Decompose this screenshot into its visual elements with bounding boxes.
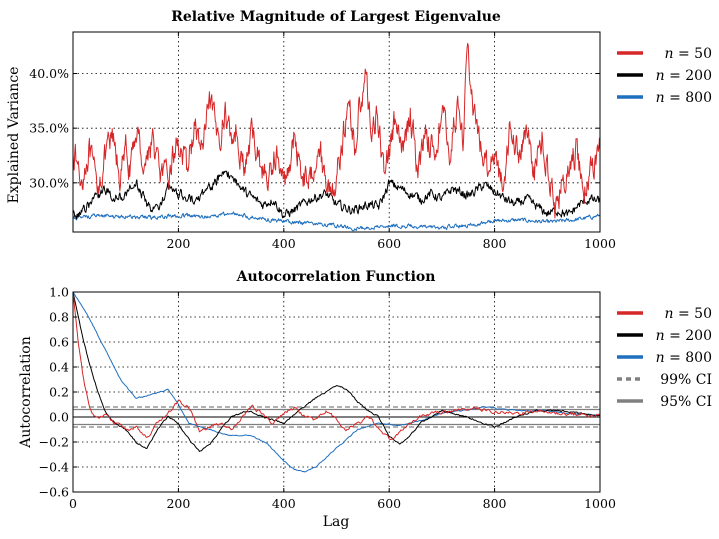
legend-label: 99% CI bbox=[660, 372, 712, 388]
series-line-3 bbox=[72, 291, 601, 473]
x-tick-label: 800 bbox=[483, 236, 507, 251]
chart-2-ylabel: Autocorrelation bbox=[18, 336, 34, 449]
y-tick-label: 40.0% bbox=[29, 66, 69, 81]
x-tick-label: 800 bbox=[483, 496, 507, 511]
chart-2-ticks: 0 200 400 600 800 1000 −0.6 −0.4 −0.2 0.0 0.2 0.4 0.… bbox=[39, 285, 616, 512]
legend-n: n bbox=[656, 90, 665, 106]
legend-label: n = 50 bbox=[665, 46, 712, 62]
x-tick-label: 0 bbox=[69, 496, 77, 511]
chart-2-plot-area bbox=[72, 291, 601, 493]
x-tick-label: 1000 bbox=[584, 496, 616, 511]
chart-1-ticks: 200 400 600 800 1000 30.0% 35.0% 40.0% bbox=[29, 32, 616, 251]
y-tick-label: 0.0 bbox=[49, 410, 69, 425]
y-tick-label: 30.0% bbox=[29, 175, 69, 190]
legend-label: n = 200 bbox=[656, 328, 712, 344]
x-tick-label: 600 bbox=[377, 236, 401, 251]
series-line-3 bbox=[72, 211, 601, 232]
chart-1-plot-area bbox=[72, 31, 601, 233]
series-line-2 bbox=[72, 170, 601, 220]
x-tick-label: 400 bbox=[272, 496, 296, 511]
series-line-2 bbox=[72, 291, 601, 452]
legend-label: 95% CI bbox=[660, 394, 712, 410]
x-tick-label: 400 bbox=[272, 236, 296, 251]
chart-2-title: Autocorrelation Function bbox=[236, 269, 436, 285]
chart-1-ylabel: Explained Variance bbox=[6, 67, 22, 204]
x-tick-label: 200 bbox=[166, 236, 190, 251]
x-tick-label: 1000 bbox=[584, 236, 616, 251]
legend-value: = 50 bbox=[674, 46, 712, 62]
chart-1-title: Relative Magnitude of Largest Eigenvalue bbox=[171, 9, 501, 25]
y-tick-label: 0.6 bbox=[49, 335, 69, 350]
y-tick-label: −0.4 bbox=[39, 460, 69, 475]
legend-value: = 50 bbox=[674, 306, 712, 322]
legend-value: = 800 bbox=[665, 350, 712, 366]
y-tick-label: −0.2 bbox=[39, 435, 69, 450]
legend-label: n = 50 bbox=[665, 306, 712, 322]
legend-n: n bbox=[656, 328, 665, 344]
legend-value: = 800 bbox=[665, 90, 712, 106]
legend-n: n bbox=[656, 350, 665, 366]
chart-2-series bbox=[72, 291, 601, 473]
legend-value: = 200 bbox=[665, 68, 712, 84]
chart-2-grid bbox=[73, 292, 600, 492]
legend-n: n bbox=[665, 46, 674, 62]
legend-label: n = 800 bbox=[656, 90, 712, 106]
x-tick-label: 600 bbox=[377, 496, 401, 511]
y-tick-label: 0.8 bbox=[49, 310, 69, 325]
chart-1-series bbox=[72, 42, 601, 232]
legend-value: = 200 bbox=[665, 328, 712, 344]
legend-label: n = 800 bbox=[656, 350, 712, 366]
y-tick-label: −0.6 bbox=[39, 485, 69, 500]
y-tick-label: 1.0 bbox=[49, 285, 69, 300]
chart-2-xlabel: Lag bbox=[323, 514, 350, 530]
legend-n: n bbox=[656, 68, 665, 84]
series-line-1 bbox=[72, 291, 601, 441]
x-tick-label: 200 bbox=[166, 496, 190, 511]
chart-2-ci bbox=[73, 406, 600, 428]
legend-label: n = 200 bbox=[656, 68, 712, 84]
series-line-1 bbox=[72, 42, 601, 219]
y-tick-label: 0.2 bbox=[49, 385, 69, 400]
legend-n: n bbox=[665, 306, 674, 322]
y-tick-label: 0.4 bbox=[49, 360, 69, 375]
y-tick-label: 35.0% bbox=[29, 121, 69, 136]
